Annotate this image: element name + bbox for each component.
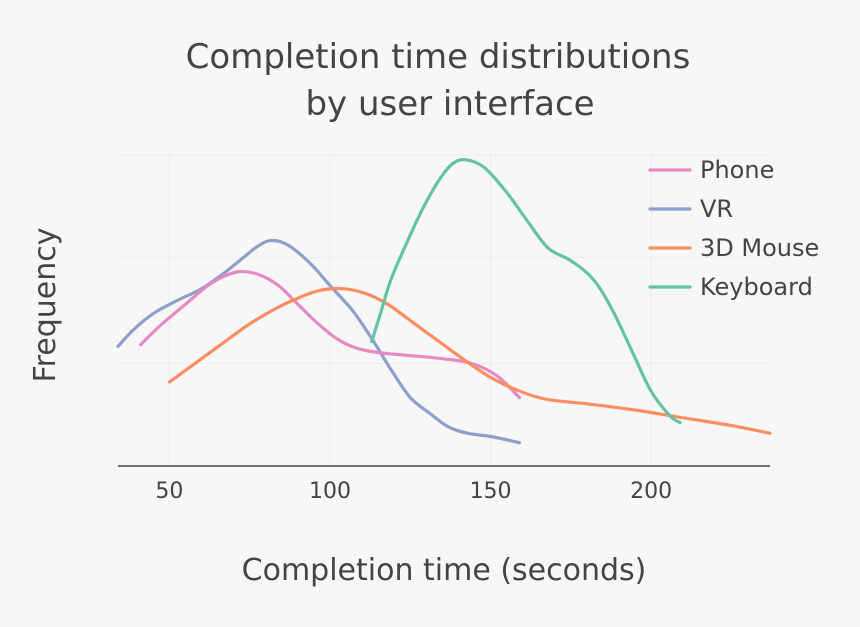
x-tick-label-0: 50 [155,479,183,504]
legend-label-3d-mouse: 3D Mouse [700,234,819,262]
series-line-phone [138,269,522,400]
series-line-3d-mouse [167,286,772,435]
legend-label-keyboard: Keyboard [700,273,813,301]
x-tick-label-2: 150 [470,479,512,504]
chart-title-line-1: Completion time distributions [186,37,691,77]
chart-title-line-2: by user interface [305,84,594,124]
series-line-keyboard [370,157,682,425]
legend: Phone VR 3D Mouse Keyboard [648,156,819,301]
x-axis-title: Completion time (seconds) [242,553,647,588]
series-line-vr [116,238,522,445]
legend-label-vr: VR [700,195,733,223]
legend-label-phone: Phone [700,156,774,184]
x-tick-labels: 50 100 150 200 [155,479,672,504]
x-tick-label-3: 200 [630,479,672,504]
series-lines [116,157,772,445]
x-tick-label-1: 100 [309,479,351,504]
y-axis-title: Frequency [28,228,63,383]
gridlines [118,154,770,466]
